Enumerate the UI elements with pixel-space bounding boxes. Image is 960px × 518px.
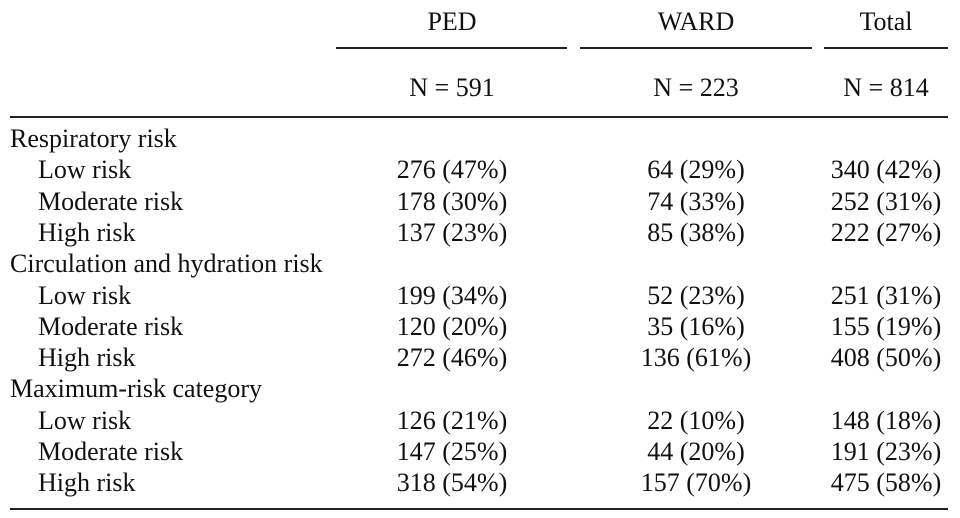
row-label: High risk <box>38 468 136 498</box>
cell: 74 (33%) <box>647 186 745 216</box>
cell: 178 (30%) <box>396 186 508 216</box>
header-rule <box>580 47 812 49</box>
section-title: Respiratory risk <box>10 124 177 153</box>
row-label: High risk <box>38 217 136 247</box>
cell: 136 (61%) <box>640 343 752 373</box>
header-rule <box>336 47 567 49</box>
row-label: Moderate risk <box>38 437 184 466</box>
cell: 272 (46%) <box>396 343 508 373</box>
cell: 137 (23%) <box>396 217 508 247</box>
cell: 252 (31%) <box>830 186 942 216</box>
cell: 44 (20%) <box>647 437 745 466</box>
cell: 340 (42%) <box>830 155 942 185</box>
cell: 126 (21%) <box>396 405 508 435</box>
table-rule <box>10 508 948 510</box>
cell: 199 (34%) <box>396 280 508 310</box>
cell: 222 (27%) <box>830 217 942 247</box>
row-label: Low risk <box>38 155 132 185</box>
section-title: Circulation and hydration risk <box>10 249 323 279</box>
table-rule <box>10 116 948 118</box>
cell: 475 (58%) <box>830 468 942 498</box>
cell: 148 (18%) <box>830 405 942 435</box>
cell: 85 (38%) <box>647 217 745 247</box>
cell: 276 (47%) <box>396 155 508 185</box>
column-header: PED <box>427 7 477 36</box>
cell: 64 (29%) <box>647 155 745 185</box>
cell: 191 (23%) <box>830 437 942 466</box>
row-label: Moderate risk <box>38 186 184 216</box>
column-header: WARD <box>657 7 735 36</box>
cell: 318 (54%) <box>396 468 508 498</box>
cell: 22 (10%) <box>647 405 745 435</box>
row-label: High risk <box>38 343 136 373</box>
section-title: Maximum-risk category <box>10 374 262 404</box>
cell: 155 (19%) <box>830 311 942 341</box>
header-rule <box>824 47 948 49</box>
row-label: Low risk <box>38 280 132 310</box>
cell: 251 (31%) <box>830 280 942 310</box>
cell: 52 (23%) <box>647 280 745 310</box>
row-label: Low risk <box>38 405 132 435</box>
column-header: Total <box>859 7 913 36</box>
cell: 408 (50%) <box>830 343 942 373</box>
cell: 147 (25%) <box>396 437 508 466</box>
column-n: N = 814 <box>843 73 929 102</box>
column-n: N = 591 <box>409 73 495 102</box>
column-n: N = 223 <box>653 73 739 102</box>
cell: 120 (20%) <box>396 311 508 341</box>
cell: 35 (16%) <box>647 311 745 341</box>
row-label: Moderate risk <box>38 311 184 341</box>
cell: 157 (70%) <box>640 468 752 498</box>
